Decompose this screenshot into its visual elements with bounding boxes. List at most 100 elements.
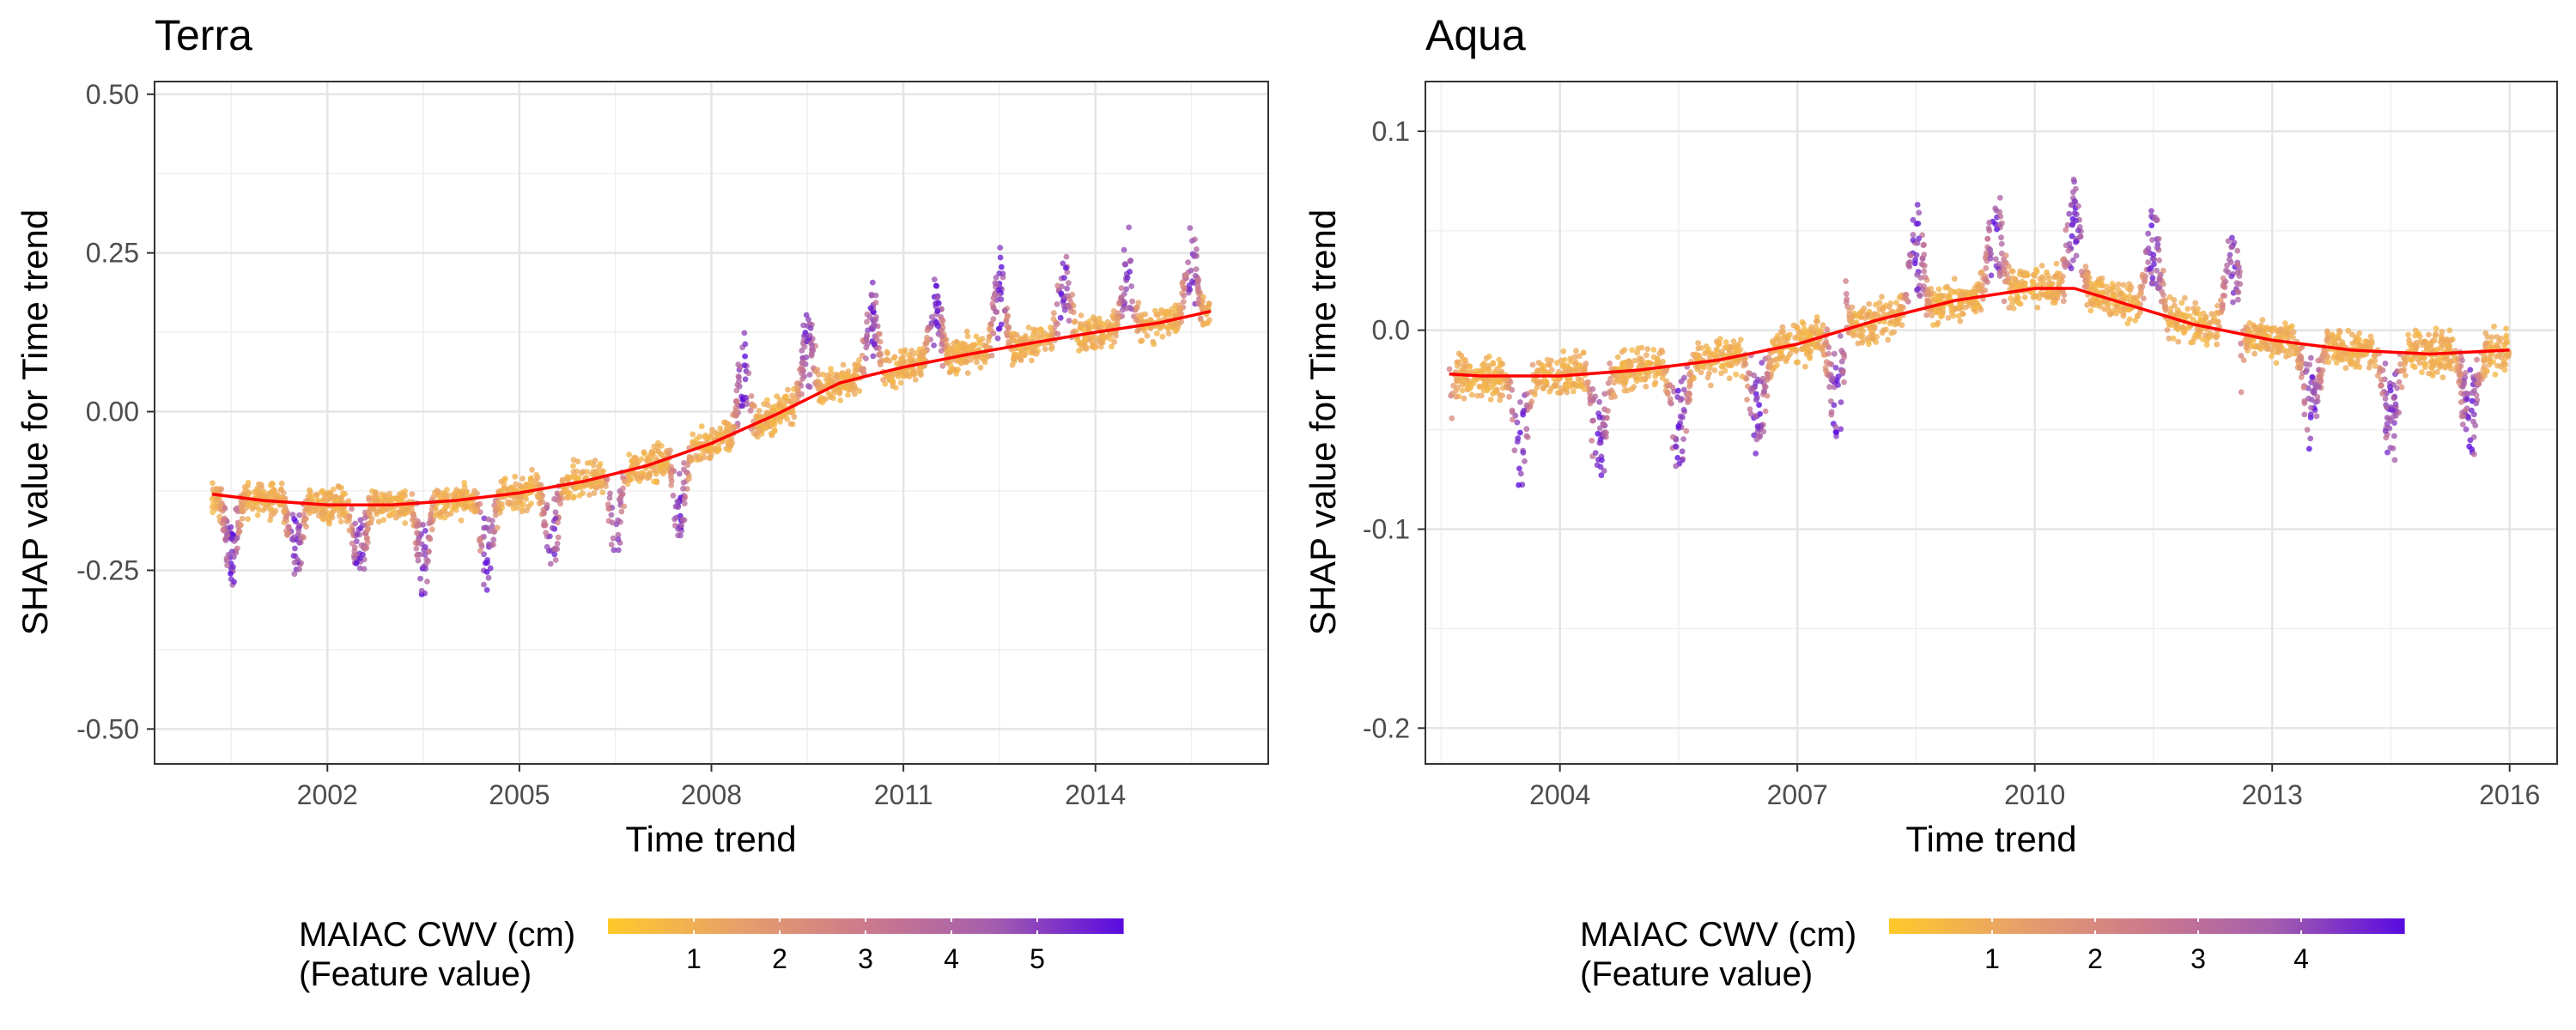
data-point	[870, 353, 877, 360]
data-point	[2406, 336, 2413, 343]
data-point	[608, 512, 615, 518]
data-point	[2219, 306, 2225, 313]
data-point	[1091, 333, 1097, 340]
data-point	[1197, 316, 1204, 323]
data-point	[357, 517, 364, 524]
data-point	[364, 535, 370, 541]
colorbar-segment	[1037, 918, 1042, 934]
data-point	[233, 536, 240, 542]
data-point	[810, 347, 817, 354]
data-point	[1820, 322, 1826, 329]
data-point	[500, 487, 506, 494]
data-point	[605, 506, 612, 512]
colorbar-segment	[634, 918, 639, 934]
chart-title: Aqua	[1425, 11, 1526, 59]
data-point	[1625, 358, 1632, 365]
data-point	[1599, 457, 1605, 464]
data-point	[452, 493, 459, 499]
data-point	[1064, 285, 1070, 292]
data-point	[228, 570, 234, 577]
data-point	[2391, 395, 2397, 402]
data-point	[2378, 383, 2384, 389]
data-point	[1047, 324, 1054, 330]
data-point	[729, 439, 736, 446]
data-point	[295, 529, 302, 535]
data-point	[1804, 328, 1811, 335]
data-point	[840, 361, 847, 368]
data-point	[702, 434, 708, 440]
data-point	[1180, 283, 1187, 290]
data-point	[433, 512, 439, 518]
data-point	[357, 525, 364, 531]
data-point	[375, 518, 382, 525]
data-point	[1680, 407, 1687, 413]
data-point	[1873, 339, 1880, 345]
data-point	[1050, 316, 1057, 322]
data-point	[1867, 326, 1874, 332]
data-point	[1200, 298, 1206, 305]
data-point	[483, 524, 489, 530]
data-point	[1761, 389, 1767, 395]
data-point	[1182, 272, 1189, 279]
data-point	[220, 527, 227, 534]
colorbar-segment	[1102, 918, 1107, 934]
data-point	[745, 370, 752, 377]
data-point	[2073, 217, 2079, 224]
data-point	[986, 326, 993, 332]
data-point	[1774, 362, 1780, 368]
data-point	[2459, 357, 2465, 364]
colorbar-segment	[1110, 918, 1115, 934]
data-point	[547, 533, 553, 540]
data-point	[1781, 333, 1788, 340]
data-point	[997, 254, 1004, 261]
data-point	[809, 342, 816, 348]
data-point	[1927, 307, 1934, 314]
colorbar-segment	[887, 918, 892, 934]
data-point	[1060, 260, 1066, 267]
data-point	[2197, 316, 2204, 323]
data-point	[1571, 354, 1578, 360]
data-point	[418, 587, 425, 594]
data-point	[410, 514, 417, 520]
data-point	[833, 371, 840, 378]
data-point	[997, 245, 1004, 251]
data-point	[570, 463, 576, 470]
data-point	[1659, 348, 1666, 355]
data-point	[1762, 384, 1769, 391]
data-point	[715, 442, 722, 448]
data-point	[1860, 328, 1867, 335]
data-point	[1920, 286, 1926, 293]
data-point	[1680, 386, 1687, 393]
data-point	[447, 510, 454, 517]
data-point	[2166, 294, 2173, 300]
data-point	[490, 529, 497, 535]
data-point	[2053, 260, 2060, 267]
data-point	[2290, 334, 2296, 341]
data-point	[1783, 355, 1789, 362]
data-point	[2345, 327, 2352, 334]
data-point	[939, 341, 945, 348]
data-point	[943, 352, 950, 358]
data-point	[1764, 392, 1771, 399]
data-point	[1947, 287, 1953, 294]
data-point	[386, 490, 393, 497]
data-point	[2459, 384, 2466, 391]
data-point	[524, 507, 530, 514]
data-point	[603, 483, 609, 489]
data-point	[337, 518, 344, 524]
data-point	[2099, 280, 2105, 287]
data-point	[451, 504, 457, 511]
data-point	[2463, 426, 2470, 433]
data-point	[2154, 267, 2160, 274]
data-point	[543, 530, 550, 536]
data-point	[1521, 407, 1528, 414]
data-point	[2259, 317, 2266, 324]
data-point	[1476, 383, 1483, 390]
data-point	[1025, 324, 1032, 330]
data-point	[956, 356, 963, 363]
data-point	[458, 517, 465, 524]
data-point	[2251, 350, 2258, 357]
data-point	[1172, 328, 1179, 335]
data-point	[911, 371, 917, 378]
data-point	[1018, 357, 1024, 363]
